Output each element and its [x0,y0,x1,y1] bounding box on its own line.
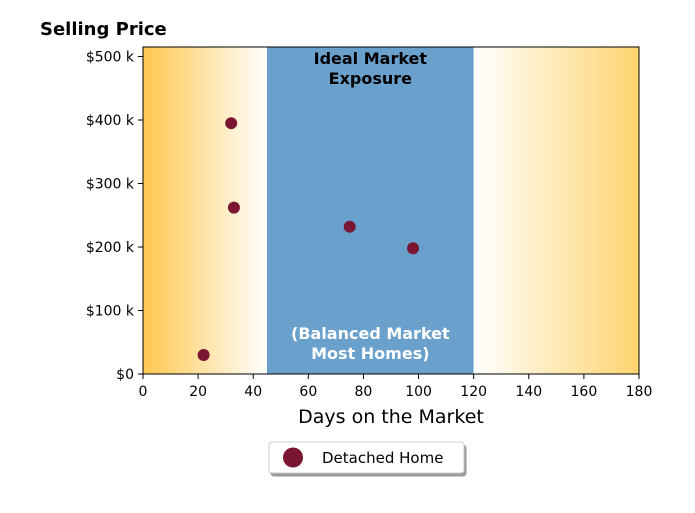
x-tick-label-3: 60 [299,384,317,400]
x-tick-label-0: 0 [139,384,148,400]
legend-label: Detached Home [322,449,443,467]
x-tick-label-4: 80 [355,384,373,400]
band-top-label-line-0: Ideal Market [314,49,428,68]
band-2 [473,47,639,374]
data-point-0-1 [225,117,238,130]
y-tick-label-3: $300 k [86,177,135,193]
x-tick-label-5: 100 [405,384,432,400]
data-point-0-0 [197,348,210,361]
x-tick-label-7: 140 [515,384,542,400]
band-bottom-label-line-1: Most Homes) [311,344,429,363]
x-tick-label-1: 20 [189,384,207,400]
x-tick-label-8: 160 [571,384,598,400]
y-tick-label-1: $100 k [86,304,135,320]
y-axis: $0 $100 k $200 k $300 k $400 k $500 k [86,50,143,383]
legend-box [268,441,465,474]
x-axis: 0 20 40 60 80 100 120 140 160 180 [139,374,653,400]
data-point-0-2 [227,201,240,214]
y-tick-label-0: $0 [116,367,134,383]
y-axis-title: Selling Price [40,19,167,40]
band-top-label-line-1: Exposure [329,69,413,88]
x-axis-title: Days on the Market [298,406,484,428]
data-point-0-3 [343,220,356,233]
y-tick-label-4: $400 k [86,113,135,129]
y-tick-label-2: $200 k [86,240,135,256]
background-bands [143,47,639,374]
band-bottom-label-line-0: (Balanced Market [291,324,450,343]
x-tick-label-2: 40 [244,384,262,400]
legend-marker [283,447,303,468]
x-tick-label-9: 180 [626,384,653,400]
y-tick-label-5: $500 k [86,50,135,66]
plot-frame [142,46,640,375]
band-1 [267,47,474,374]
band-0 [143,47,267,374]
data-point-0-4 [407,242,420,255]
x-tick-label-6: 120 [460,384,487,400]
data-points [197,117,420,361]
legend: Detached Home [268,441,465,474]
